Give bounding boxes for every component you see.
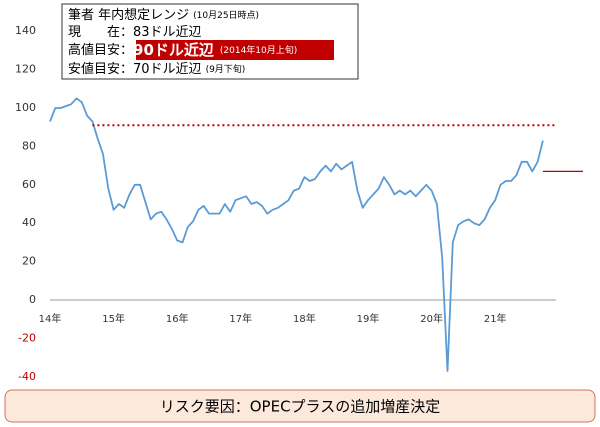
note-title: 筆者 年内想定レンジ (10月25日時点) xyxy=(68,7,259,23)
y-tick-label: -40 xyxy=(18,370,36,383)
note-current: 現 在：83ドル近辺 xyxy=(68,25,202,40)
x-tick-label: 17年 xyxy=(229,312,252,325)
y-tick-label: -20 xyxy=(18,331,36,344)
label: 現 在： xyxy=(68,25,133,40)
y-tick-label: 0 xyxy=(29,293,36,306)
x-tick-label: 15年 xyxy=(102,312,125,325)
x-tick-label: 16年 xyxy=(166,312,189,325)
note: (2014年10月上旬) xyxy=(220,44,297,56)
x-tick-label: 19年 xyxy=(357,312,380,325)
y-tick-label: 80 xyxy=(22,139,36,152)
banner-box xyxy=(4,389,596,423)
y-tick-label: 120 xyxy=(15,63,36,76)
banner: リスク要因：OPECプラスの追加増産決定 xyxy=(160,398,441,416)
price-line xyxy=(49,97,544,372)
label: 高値目安： xyxy=(68,42,133,58)
label: 安値目安： xyxy=(68,61,133,77)
note-high: 高値目安：90ドル近辺 (2014年10月上旬) xyxy=(68,41,297,59)
y-tick-label: 20 xyxy=(22,255,36,268)
y-tick-label: 140 xyxy=(15,24,36,37)
note-low: 安値目安：70ドル近辺 (9月下旬) xyxy=(68,61,245,77)
note-title-note: (10月25日時点) xyxy=(193,10,259,21)
x-tick-label: 20年 xyxy=(420,312,443,325)
value: 90ドル近辺 xyxy=(133,41,215,59)
note: (9月下旬) xyxy=(206,63,246,75)
y-tick-label: 60 xyxy=(22,178,36,191)
x-tick-label: 21年 xyxy=(484,312,507,325)
value: 83ドル近辺 xyxy=(133,25,202,40)
x-tick-label: 18年 xyxy=(293,312,316,325)
y-tick-label: 40 xyxy=(22,216,36,229)
value: 70ドル近辺 xyxy=(133,62,202,77)
note-title-text: 筆者 年内想定レンジ xyxy=(68,7,189,23)
y-tick-label: 100 xyxy=(15,101,36,114)
highlight xyxy=(136,40,334,60)
x-tick-label: 14年 xyxy=(39,312,62,325)
